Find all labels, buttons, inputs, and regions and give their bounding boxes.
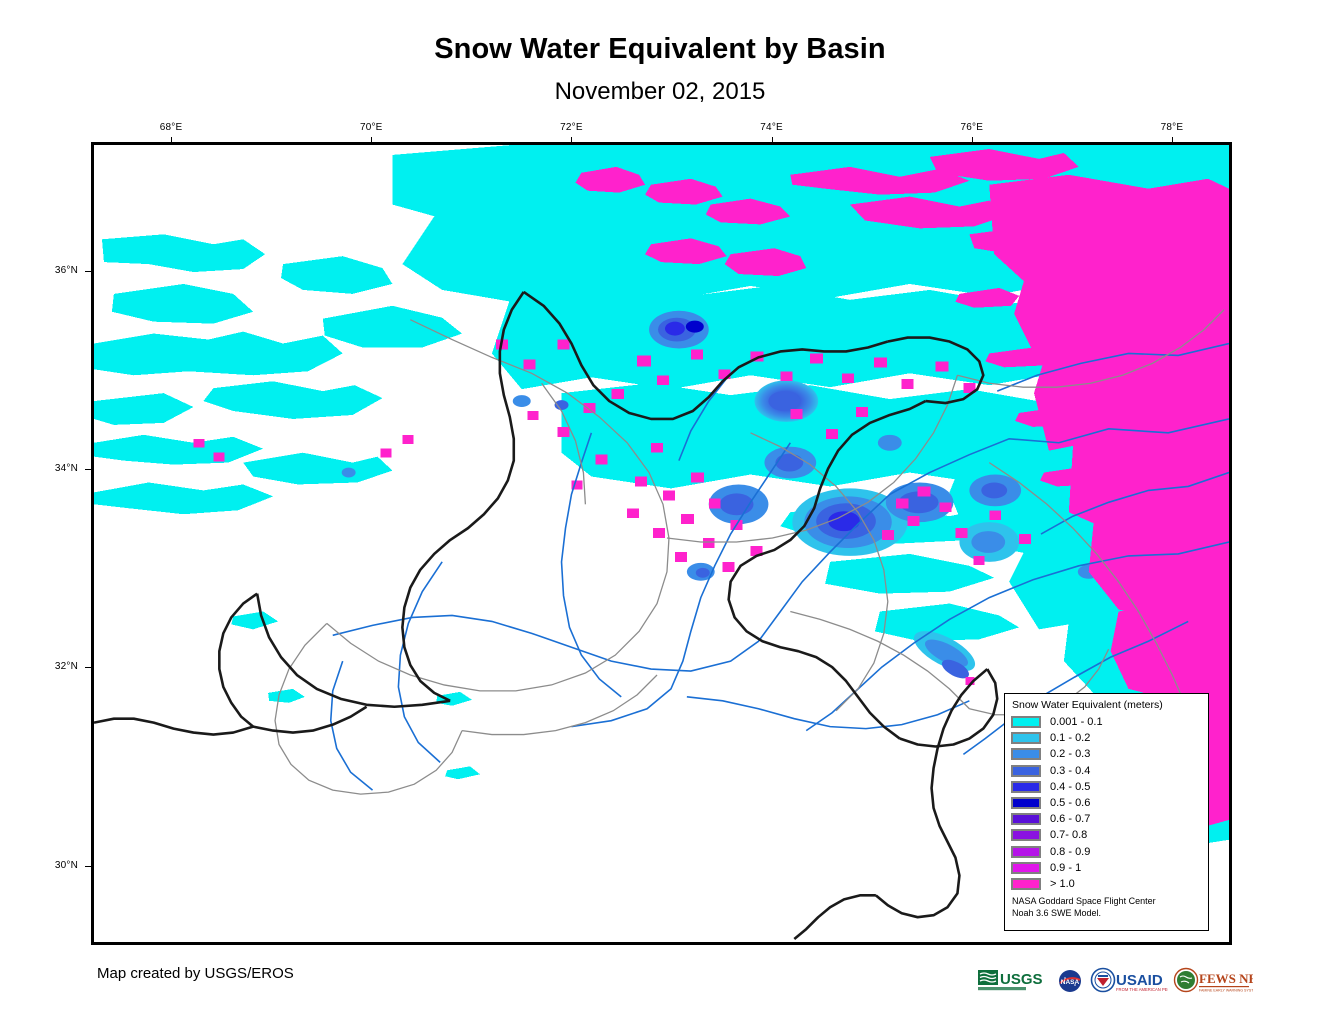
longitude-tick-mark [371,137,373,143]
legend-color-swatch [1011,813,1041,826]
legend-row: 0.9 - 1 [1011,860,1202,876]
legend-range-label: 0.8 - 0.9 [1050,845,1091,858]
legend-note-line1: NASA Goddard Space Flight Center [1012,896,1156,907]
latitude-tick-mark [85,270,92,272]
map-legend[interactable]: Snow Water Equivalent (meters) 0.001 - 0… [1004,693,1209,931]
svg-text:FROM THE AMERICAN PEOPLE: FROM THE AMERICAN PEOPLE [1116,987,1168,992]
legend-color-swatch [1011,845,1041,858]
legend-color-swatch [1011,877,1041,890]
legend-range-label: 0.9 - 1 [1050,861,1082,874]
legend-note-line2: Noah 3.6 SWE Model. [1012,907,1102,918]
legend-color-swatch [1011,732,1041,745]
legend-row: 0.1 - 0.2 [1011,730,1202,746]
longitude-tick-label: 78°E [1160,122,1184,133]
legend-title: Snow Water Equivalent (meters) [1012,699,1163,711]
legend-color-swatch [1011,716,1041,729]
legend-color-swatch [1011,829,1041,842]
fewsnet-logo: FEWS NET FAMINE EARLY WARNING SYSTEMS NE… [1173,966,1253,996]
legend-source-note: NASA Goddard Space Flight Center Noah 3.… [1012,896,1202,919]
latitude-tick-mark [85,667,92,669]
legend-color-swatch [1011,748,1041,761]
svg-text:FAMINE EARLY WARNING SYSTEMS N: FAMINE EARLY WARNING SYSTEMS NETWORK [1199,989,1253,993]
svg-text:USAID: USAID [1116,972,1163,989]
latitude-tick-label: 32°N [54,661,78,673]
latitude-tick-mark [85,469,92,471]
latitude-tick-label: 36°N [54,264,78,276]
longitude-tick-mark [771,137,773,143]
legend-row: 0.8 - 0.9 [1011,844,1202,860]
legend-range-label: 0.4 - 0.5 [1050,780,1091,793]
latitude-tick-mark [85,865,92,867]
page-subtitle: November 02, 2015 [554,78,766,105]
svg-text:NASA: NASA [1061,979,1080,986]
usaid-logo: USAID FROM THE AMERICAN PEOPLE [1090,966,1168,996]
svg-text:USGS: USGS [1000,971,1043,988]
usgs-logo: USGS [978,966,1050,996]
legend-range-label: 0.6 - 0.7 [1050,813,1091,826]
legend-row: 0.5 - 0.6 [1011,795,1202,811]
legend-row: 0.2 - 0.3 [1011,746,1202,762]
legend-range-label: 0.1 - 0.2 [1050,732,1091,745]
legend-color-swatch [1011,797,1041,810]
longitude-tick-mark [171,137,173,143]
legend-range-label: 0.5 - 0.6 [1050,797,1091,810]
legend-row: 0.3 - 0.4 [1011,763,1202,779]
page-title: Snow Water Equivalent by Basin [434,33,886,65]
legend-row: 0.6 - 0.7 [1011,811,1202,827]
legend-row: 0.7- 0.8 [1011,827,1202,843]
legend-row: 0.4 - 0.5 [1011,779,1202,795]
legend-color-swatch [1011,764,1041,777]
legend-row: > 1.0 [1011,876,1202,892]
legend-range-label: 0.001 - 0.1 [1050,716,1103,729]
legend-range-label: 0.3 - 0.4 [1050,764,1091,777]
legend-color-swatch [1011,780,1041,793]
longitude-tick-label: 72°E [560,122,583,133]
legend-entries: 0.001 - 0.1 0.1 - 0.2 0.2 - 0.3 0.3 - 0.4 0.… [1011,714,1202,892]
longitude-tick-mark [971,137,973,143]
legend-row: 0.001 - 0.1 [1011,714,1202,730]
longitude-tick-label: 76°E [960,122,984,133]
legend-range-label: 0.2 - 0.3 [1050,748,1091,761]
longitude-tick-label: 70°E [359,122,383,133]
agency-logo-strip: USGS NASA USAID FROM THE AMERICAN PEO [978,963,1253,999]
longitude-tick-mark [571,137,573,143]
longitude-tick-label: 68°E [159,122,183,133]
longitude-tick-mark [1171,137,1173,143]
latitude-tick-label: 30°N [54,859,78,871]
svg-text:FEWS NET: FEWS NET [1199,971,1253,986]
nasa-logo: NASA [1055,966,1085,996]
river-network [329,342,1229,791]
legend-range-label: > 1.0 [1050,877,1075,890]
latitude-tick-label: 34°N [54,463,78,475]
legend-range-label: 0.7- 0.8 [1050,829,1088,842]
map-credit: Map created by USGS/EROS [97,965,294,982]
legend-color-swatch [1011,861,1041,874]
country-borders [94,290,999,941]
longitude-tick-label: 74°E [760,122,783,133]
